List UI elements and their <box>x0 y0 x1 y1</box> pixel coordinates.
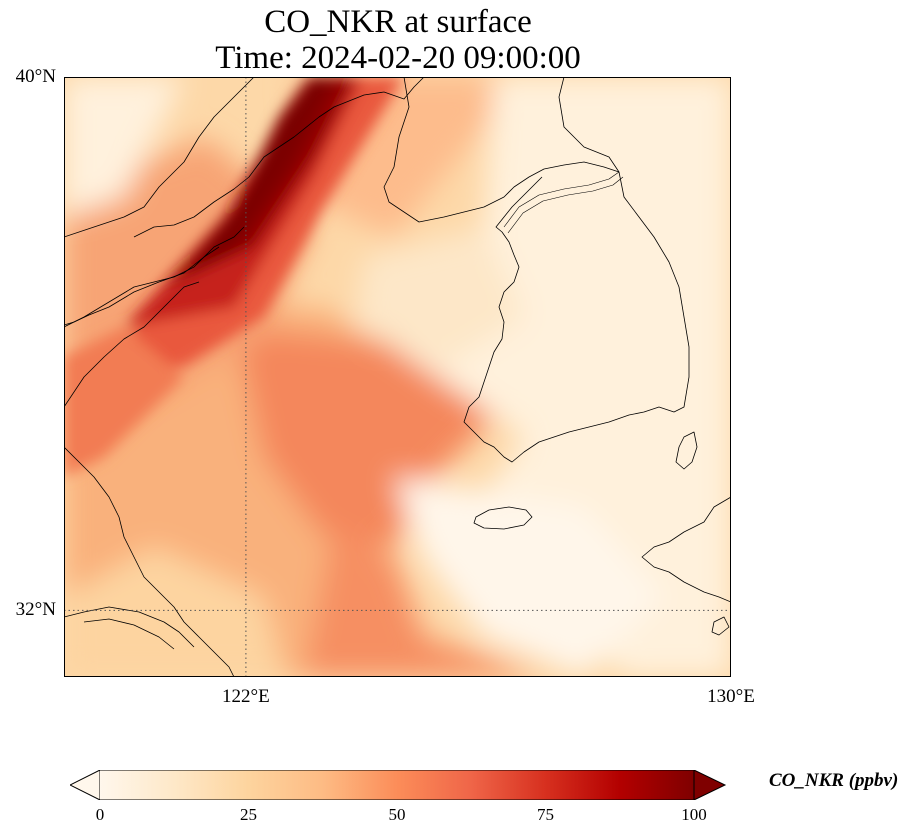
gridlines <box>64 77 731 677</box>
lon-tick-label-130: 130°E <box>707 686 755 707</box>
coastlines <box>64 77 731 677</box>
colorbar-tick-75: 75 <box>537 805 554 824</box>
colorbar-tick-50: 50 <box>388 805 406 824</box>
map-title-line-2: Time: 2024-02-20 09:00:00 <box>215 40 581 76</box>
lon-tick-label-122: 122°E <box>222 686 270 707</box>
colorbar-tick-25: 25 <box>240 805 257 824</box>
colorbar-gradient <box>100 770 694 800</box>
lat-tick-label-32: 32°N <box>15 599 56 621</box>
map-panel <box>64 77 731 677</box>
colorbar-tick-0: 0 <box>95 805 105 824</box>
colorbar-tick-100: 100 <box>681 805 707 824</box>
lat-tick-label-40: 40°N <box>15 66 56 87</box>
colorbar <box>70 770 727 800</box>
map-border <box>64 77 731 677</box>
colorbar-label: CO_NKR (ppbv) <box>769 770 899 791</box>
map-title-line-1: CO_NKR at surface <box>264 4 532 40</box>
colorbar-max-extension <box>693 770 727 800</box>
map-canvas <box>64 77 731 677</box>
colorbar-min-extension <box>70 770 101 800</box>
concentration-field <box>64 77 731 677</box>
